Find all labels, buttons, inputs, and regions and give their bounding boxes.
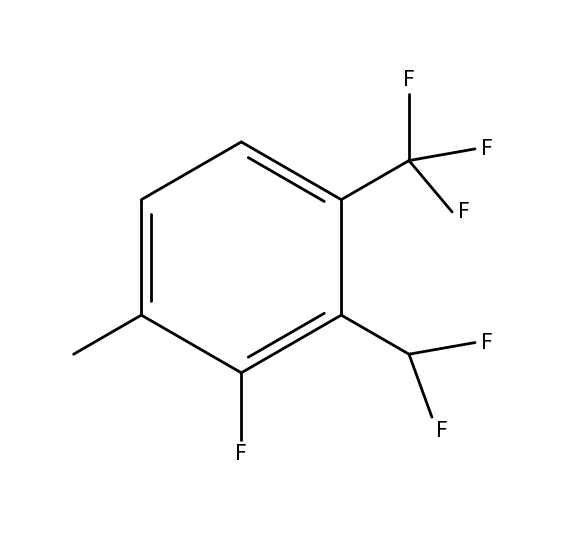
Text: F: F — [481, 332, 493, 353]
Text: F: F — [458, 202, 470, 222]
Text: F: F — [235, 444, 247, 464]
Text: F: F — [403, 70, 415, 90]
Text: F: F — [436, 421, 448, 441]
Text: F: F — [481, 139, 493, 159]
